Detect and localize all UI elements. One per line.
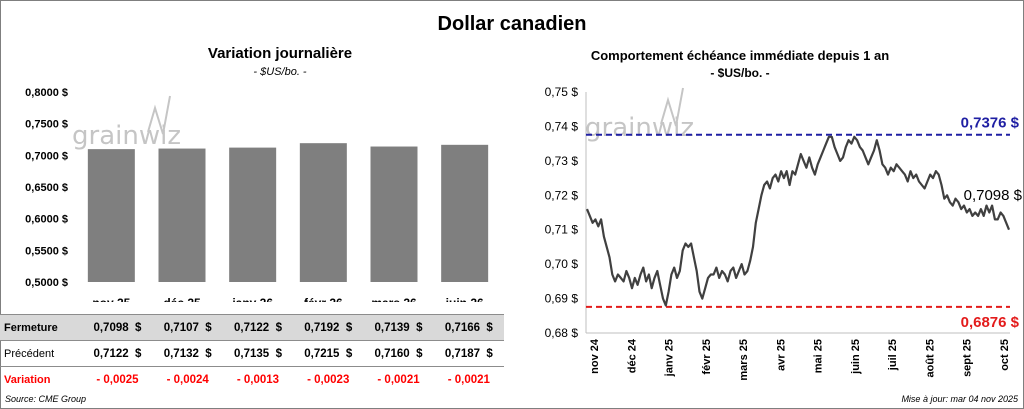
line-x-tick-label: mars 25 [738, 339, 750, 381]
grainwiz-watermark: grainwiz [72, 95, 181, 151]
line-x-tick-label: août 25 [924, 339, 936, 378]
line-y-tick-label: 0,69 $ [545, 292, 579, 306]
line-x-axis: nov 24 déc 24 janv 25 févr 25 mars 25 avr 25 m… [586, 332, 1011, 381]
daily-variation-bar-chart: grainwiz 0,5000 $ 0,5500 $ 0,6000 $ 0,6500 … [25, 87, 500, 302]
line-x-tick-label: avr 25 [775, 339, 787, 371]
line-y-tick-label: 0,72 $ [545, 188, 579, 202]
line-x-tick-label: juin 25 [850, 339, 862, 375]
bar-y-axis: 0,5000 $ 0,5500 $ 0,6000 $ 0,6500 $ 0,7000 $… [25, 87, 68, 289]
table-cell: 0,7098 $ [82, 314, 153, 341]
line-x-tick-label: mai 25 [813, 339, 825, 373]
row-label: Précédent [0, 340, 83, 367]
line-x-tick-label: oct 25 [999, 339, 1011, 371]
grainwiz-watermark-2: grainwiz [585, 87, 694, 143]
table-cell: 0,7187 $ [433, 340, 504, 367]
line-y-tick-label: 0,74 $ [545, 119, 579, 133]
table-cell: 0,7166 $ [433, 314, 504, 341]
bar-plot-area [74, 90, 500, 286]
line-y-tick-label: 0,71 $ [545, 223, 579, 237]
bar [441, 144, 489, 282]
table-cell: 0,7122 $ [222, 314, 294, 341]
table-row-precedent: Précédent 0,7122 $ 0,7132 $ 0,7135 $ 0,7… [0, 340, 504, 367]
table-cell: 0,7139 $ [363, 314, 434, 341]
page-title: Dollar canadien [437, 13, 587, 35]
bar-y-tick-label: 0,6500 $ [25, 182, 68, 194]
price-line [585, 135, 1011, 307]
table-cell: 0,7192 $ [293, 314, 364, 341]
table-row-fermeture: Fermeture 0,7098 $ 0,7107 $ 0,7122 $ 0,7… [0, 314, 504, 341]
bar [299, 143, 347, 282]
line-x-tick-label: juil 25 [887, 339, 899, 371]
bar [87, 149, 135, 282]
line-y-tick-label: 0,75 $ [545, 85, 579, 99]
bar-series [87, 143, 489, 282]
bar [229, 147, 277, 282]
left-chart-subtitle: - $US/bo. - [253, 66, 307, 78]
line-x-tick-label: févr 25 [701, 339, 713, 374]
table-cell: - 0,0021 [377, 373, 420, 386]
line-y-tick-label: 0,70 $ [545, 257, 579, 271]
table-cell: - 0,0024 [166, 373, 209, 386]
bar-x-axis: nov 25 déc 25 janv 26 févr 26 mars 26 juin 26 [92, 296, 484, 302]
watermark-mark-2 [660, 87, 684, 127]
watermark-text: grainwiz [72, 121, 181, 151]
watermark-mark [147, 95, 171, 135]
line-y-axis: 0,68 $ 0,69 $ 0,70 $ 0,71 $ 0,72 $ 0,73 $ 0,74… [545, 85, 587, 340]
low-value-label: 0,6876 $ [961, 314, 1020, 331]
bar-x-tick-label: févr 26 [304, 296, 343, 302]
reference-lines [586, 133, 1010, 308]
last-value-label: 0,7098 $ [964, 187, 1023, 204]
bar-y-tick-label: 0,5000 $ [25, 277, 68, 289]
bar-x-tick-label: mars 26 [371, 296, 417, 302]
table-cell: - 0,0025 [96, 373, 139, 386]
line-x-tick-label: déc 24 [626, 338, 638, 373]
table-cell: 0,7122 $ [82, 340, 153, 367]
update-note: Mise à jour: mar 04 nov 2025 [901, 394, 1018, 404]
table-cell: 0,7107 $ [152, 314, 223, 341]
line-y-tick-label: 0,73 $ [545, 154, 579, 168]
table-cell: - 0,0013 [236, 373, 280, 386]
row-label: Fermeture [0, 314, 83, 341]
bar-y-tick-label: 0,7500 $ [25, 119, 68, 131]
line-x-tick-label: janv 25 [664, 339, 676, 377]
table-cell: - 0,0021 [447, 373, 490, 386]
bar-y-tick-label: 0,5500 $ [25, 245, 68, 257]
bar [370, 146, 418, 282]
watermark-text-2: grainwiz [585, 113, 694, 143]
line-x-tick-label: nov 24 [589, 338, 601, 374]
table-cell: - 0,0023 [307, 373, 350, 386]
bar-y-tick-label: 0,7000 $ [25, 150, 68, 162]
one-year-line-chart: grainwiz 0,68 $0,69 $0,70 $0,71 $0,72 $0… [545, 85, 1023, 381]
left-chart-title: Variation journalière [207, 45, 353, 62]
bar-x-tick-label: nov 25 [92, 296, 130, 302]
high-value-label: 0,7376 $ [961, 115, 1020, 132]
value-labels: 0,7376 $ 0,6876 $ 0,7098 $ [961, 115, 1023, 331]
bar-y-tick-label: 0,6000 $ [25, 214, 68, 226]
bar-x-tick-label: déc 25 [163, 296, 201, 302]
table-cell: 0,7135 $ [222, 340, 294, 367]
bar-y-tick-label: 0,8000 $ [25, 87, 68, 99]
bar [158, 148, 206, 282]
table-row-variation: Variation - 0,0025 - 0,0024 - 0,0013 - 0… [0, 367, 504, 393]
line-x-tick-label: sept 25 [962, 339, 974, 377]
table-cell: 0,7160 $ [363, 340, 434, 367]
table-cell: 0,7132 $ [152, 340, 223, 367]
table-cell: 0,7215 $ [293, 340, 364, 367]
right-chart-title: Comportement échéance immédiate depuis 1… [590, 48, 890, 63]
right-chart-subtitle: - $US/bo. - [710, 66, 770, 80]
bar-x-tick-label: juin 26 [445, 296, 484, 302]
source-note: Source: CME Group [5, 394, 87, 404]
futures-table: Fermeture 0,7098 $ 0,7107 $ 0,7122 $ 0,7… [0, 314, 504, 392]
line-series [585, 135, 1011, 307]
row-label: Variation [4, 373, 51, 386]
line-y-tick-label: 0,68 $ [545, 326, 579, 340]
bar-x-tick-label: janv 26 [231, 296, 273, 302]
